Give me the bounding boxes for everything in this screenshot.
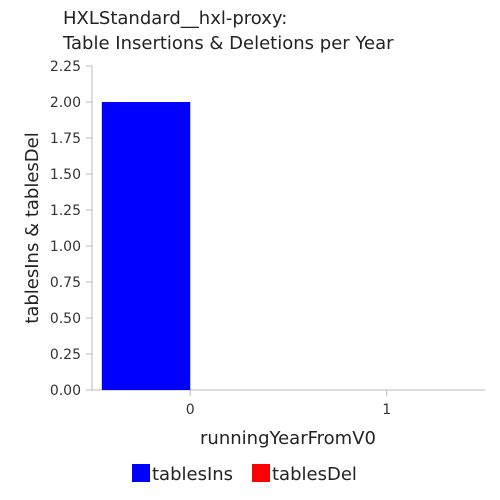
legend: tablesIns tablesDel: [132, 464, 357, 485]
chart-title-line-2: Table Insertions & Deletions per Year: [62, 33, 394, 54]
y-tick-label: 0.00: [50, 383, 81, 399]
x-tick-label: 0: [186, 402, 195, 418]
y-tick-label: 2.00: [50, 95, 81, 111]
y-tick-label: 1.00: [50, 239, 81, 255]
legend-swatch-tablesDel: [252, 464, 270, 482]
y-axis: 0.00 0.25 0.50 0.75 1.00 1.25 1.50 1.75 2.00 2.25: [50, 59, 93, 399]
bars: [101, 102, 191, 390]
legend-label-tablesDel: tablesDel: [272, 464, 357, 485]
legend-swatch-tablesIns: [132, 464, 150, 482]
y-tick-label: 0.50: [50, 311, 81, 327]
y-axis-title: tablesIns & tablesDel: [22, 132, 43, 323]
chart-title-line-1: HXLStandard__hxl-proxy:: [63, 8, 287, 29]
y-tick-label: 1.25: [50, 203, 81, 219]
y-tick-label: 0.75: [50, 275, 81, 291]
y-tick-label: 0.25: [50, 347, 81, 363]
x-axis-title: runningYearFromV0: [200, 428, 376, 449]
x-tick-label: 1: [382, 402, 391, 418]
y-tick-label: 1.75: [50, 131, 81, 147]
bar-tablesIns-0: [101, 102, 191, 390]
y-tick-label: 1.50: [50, 167, 81, 183]
legend-label-tablesIns: tablesIns: [152, 464, 233, 485]
y-tick-label: 2.25: [50, 59, 81, 75]
